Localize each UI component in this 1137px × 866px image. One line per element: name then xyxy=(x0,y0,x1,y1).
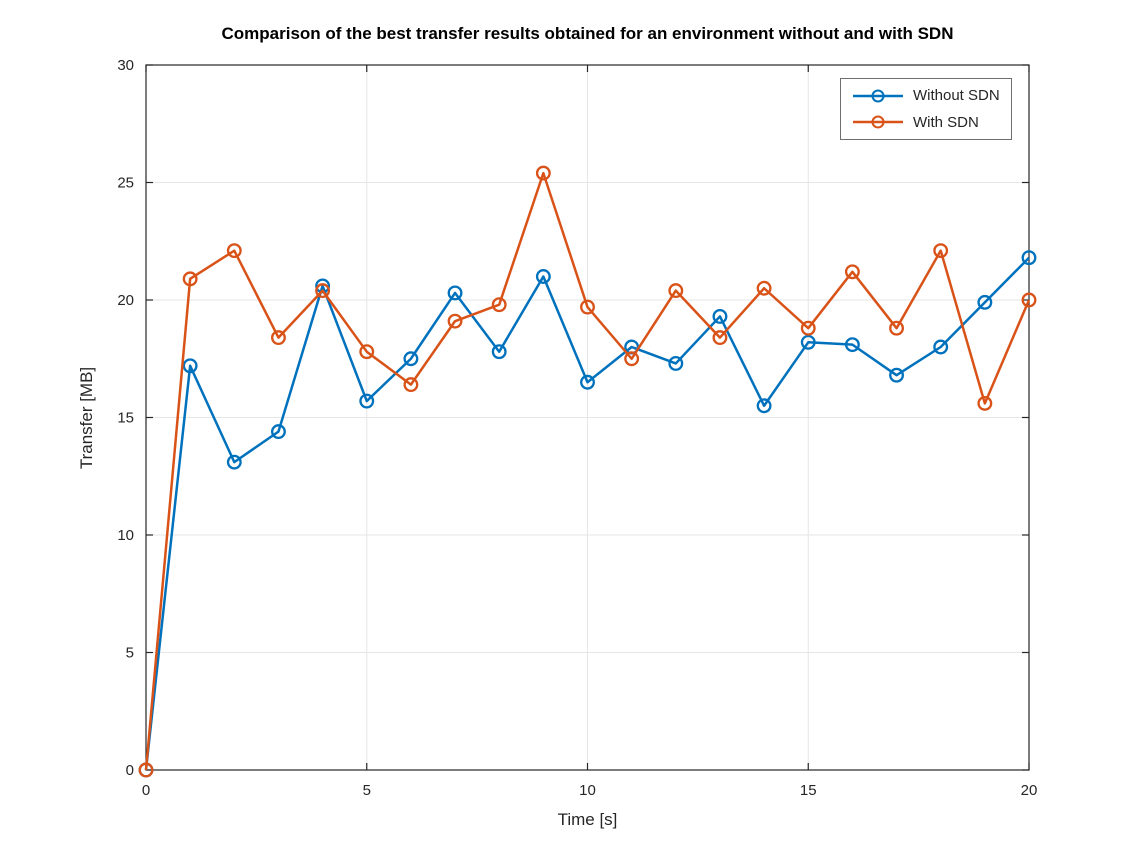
data-point-marker-without-sdn xyxy=(712,309,728,324)
data-point-marker-with-sdn xyxy=(271,330,286,346)
y-tick-label: 5 xyxy=(126,645,134,662)
data-point-marker-without-sdn xyxy=(800,334,816,350)
x-tick-label: 10 xyxy=(579,782,596,799)
data-point-marker-without-sdn xyxy=(226,454,242,470)
data-point-marker-with-sdn xyxy=(491,297,507,313)
data-point-marker-with-sdn xyxy=(182,271,198,287)
legend-item-without-sdn: Without SDN xyxy=(841,84,1011,108)
x-axis-label: Time [s] xyxy=(557,810,618,829)
y-tick-label: 25 xyxy=(117,175,134,192)
chart-title: Comparison of the best transfer results … xyxy=(221,24,954,43)
data-point-marker-with-sdn xyxy=(403,377,419,393)
data-point-marker-without-sdn xyxy=(889,367,905,383)
series-line-with-sdn xyxy=(144,171,1031,771)
data-point-marker-without-sdn xyxy=(271,424,286,440)
data-point-marker-with-sdn xyxy=(580,299,595,315)
data-point-marker-with-sdn xyxy=(756,280,772,296)
x-tick-label: 0 xyxy=(142,782,150,799)
data-point-marker-without-sdn xyxy=(1021,250,1037,266)
data-point-marker-with-sdn xyxy=(138,762,154,778)
y-tick-label: 30 xyxy=(117,57,134,74)
data-point-marker-without-sdn xyxy=(491,344,507,360)
data-point-marker-without-sdn xyxy=(977,294,993,310)
data-point-marker-with-sdn xyxy=(359,344,375,360)
y-tick-label: 20 xyxy=(117,292,134,309)
x-tick-label: 5 xyxy=(363,782,371,799)
data-point-marker-without-sdn xyxy=(844,337,860,353)
legend-label: With SDN xyxy=(913,113,979,131)
series-line-without-sdn xyxy=(144,256,1030,771)
x-tick-label: 15 xyxy=(800,782,817,799)
data-point-marker-with-sdn xyxy=(1021,292,1037,308)
y-tick-label: 10 xyxy=(117,527,134,544)
data-point-marker-with-sdn xyxy=(624,351,640,367)
legend-item-with-sdn: With SDN xyxy=(841,110,1011,134)
data-point-marker-without-sdn xyxy=(403,351,419,367)
data-point-marker-without-sdn xyxy=(933,339,949,355)
data-point-marker-with-sdn xyxy=(447,313,463,329)
y-tick-label: 15 xyxy=(117,410,134,427)
data-point-marker-with-sdn xyxy=(226,243,242,259)
legend: Without SDN With SDN xyxy=(840,78,1012,140)
data-point-marker-without-sdn xyxy=(182,358,198,374)
data-point-marker-without-sdn xyxy=(447,285,463,301)
data-point-marker-with-sdn xyxy=(933,243,949,259)
data-point-marker-without-sdn xyxy=(535,269,551,284)
data-point-marker-without-sdn xyxy=(668,356,684,371)
data-point-marker-with-sdn xyxy=(977,395,993,411)
data-point-marker-without-sdn xyxy=(580,374,595,390)
y-axis-label: Transfer [MB] xyxy=(77,366,96,470)
legend-label: Without SDN xyxy=(913,87,1000,105)
data-point-marker-with-sdn xyxy=(712,330,728,346)
x-tick-label: 20 xyxy=(1021,782,1038,799)
data-point-marker-with-sdn xyxy=(315,283,331,299)
data-point-marker-without-sdn xyxy=(359,393,375,409)
data-point-marker-without-sdn xyxy=(756,398,772,414)
data-point-marker-with-sdn xyxy=(889,320,905,336)
legend-line-marker-sample xyxy=(853,115,903,129)
data-point-marker-with-sdn xyxy=(800,320,816,336)
data-point-marker-with-sdn xyxy=(668,283,684,299)
y-tick-label: 0 xyxy=(126,762,134,779)
data-point-marker-with-sdn xyxy=(844,264,860,280)
data-point-marker-with-sdn xyxy=(535,165,551,181)
legend-line-marker-sample xyxy=(853,89,903,103)
